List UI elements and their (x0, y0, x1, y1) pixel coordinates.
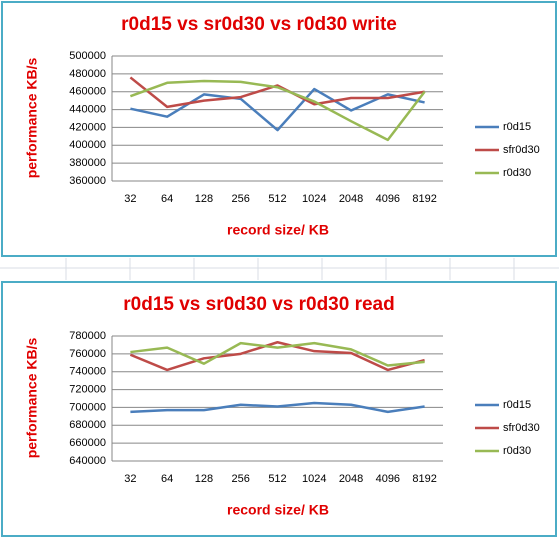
x-tick-label: 2048 (339, 473, 363, 485)
legend-label: r0d15 (503, 121, 531, 133)
y-tick-label: 660000 (69, 437, 106, 449)
y-tick-label: 760000 (69, 348, 106, 360)
series-line (129, 76, 425, 109)
x-axis-label: record size/ KB (227, 502, 329, 518)
legend-label: sfr0d30 (503, 144, 540, 156)
y-axis-label: performance KB/s (24, 57, 40, 178)
y-tick-label: 360000 (69, 175, 106, 187)
y-tick-label: 380000 (69, 157, 106, 169)
y-tick-label: 460000 (69, 86, 106, 98)
y-tick-label: 780000 (69, 330, 106, 342)
series-line (129, 341, 425, 372)
y-tick-label: 500000 (69, 50, 106, 62)
y-tick-label: 480000 (69, 68, 106, 80)
y-tick-label: 440000 (69, 103, 106, 115)
chart-title: r0d15 vs sr0d30 vs r0d30 write (121, 14, 397, 35)
series-line (129, 79, 426, 142)
y-tick-label: 700000 (69, 401, 106, 413)
sheet-grid (0, 258, 559, 280)
x-tick-label: 512 (268, 193, 286, 205)
x-tick-label: 1024 (302, 473, 326, 485)
y-tick-label: 680000 (69, 419, 106, 431)
y-tick-label: 720000 (69, 383, 106, 395)
x-tick-label: 256 (232, 473, 250, 485)
x-tick-label: 128 (195, 473, 213, 485)
x-tick-label: 32 (124, 193, 136, 205)
x-tick-label: 64 (161, 473, 173, 485)
legend-label: sfr0d30 (503, 422, 540, 434)
x-tick-label: 1024 (302, 193, 326, 205)
series-line (130, 87, 425, 132)
x-tick-label: 32 (124, 473, 136, 485)
legend-label: r0d30 (503, 167, 531, 179)
chart-frame (1, 1, 557, 257)
x-tick-label: 8192 (412, 473, 436, 485)
x-axis-label: record size/ KB (227, 222, 329, 238)
x-tick-label: 4096 (376, 473, 400, 485)
y-tick-label: 740000 (69, 366, 106, 378)
legend-label: r0d15 (503, 399, 531, 411)
chart-frame (1, 281, 557, 537)
y-tick-label: 640000 (69, 455, 106, 467)
legend-label: r0d30 (503, 445, 531, 457)
x-tick-label: 512 (268, 473, 286, 485)
y-axis-label: performance KB/s (24, 337, 40, 458)
y-tick-label: 400000 (69, 139, 106, 151)
y-tick-label: 420000 (69, 121, 106, 133)
x-tick-label: 256 (232, 193, 250, 205)
x-tick-label: 128 (195, 193, 213, 205)
x-tick-label: 4096 (376, 193, 400, 205)
series-line (130, 401, 425, 414)
x-tick-label: 8192 (412, 193, 436, 205)
series-line (130, 341, 425, 367)
chart-title: r0d15 vs sr0d30 vs r0d30 read (123, 294, 394, 315)
x-tick-label: 2048 (339, 193, 363, 205)
x-tick-label: 64 (161, 193, 173, 205)
